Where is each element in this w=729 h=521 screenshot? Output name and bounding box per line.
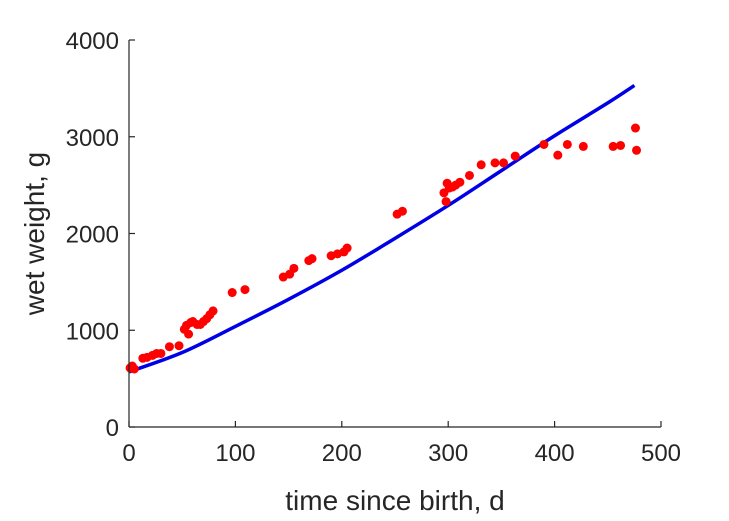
data-point bbox=[227, 288, 237, 298]
fit-curve bbox=[128, 84, 636, 374]
data-point bbox=[184, 329, 194, 339]
data-point bbox=[397, 206, 407, 216]
data-point bbox=[342, 243, 352, 253]
data-point bbox=[632, 145, 642, 155]
x-tick-label: 500 bbox=[641, 440, 681, 467]
plot-points bbox=[125, 123, 642, 374]
x-tick-label: 400 bbox=[535, 440, 575, 467]
data-point bbox=[441, 197, 451, 207]
y-tick-label: 1000 bbox=[66, 318, 119, 345]
data-point bbox=[616, 140, 626, 150]
y-tick-label: 4000 bbox=[66, 28, 119, 55]
data-point bbox=[174, 341, 184, 351]
data-point bbox=[510, 151, 520, 161]
data-point bbox=[562, 139, 572, 149]
data-point bbox=[578, 141, 588, 151]
y-tick-label: 2000 bbox=[66, 222, 119, 249]
y-tick-label: 3000 bbox=[66, 125, 119, 152]
x-tick-label: 100 bbox=[215, 440, 255, 467]
y-axis-label: wet weight, g bbox=[19, 152, 50, 316]
plot-lines bbox=[128, 84, 636, 374]
data-point bbox=[499, 158, 509, 168]
x-tick-label: 0 bbox=[122, 440, 135, 467]
data-point bbox=[307, 254, 317, 264]
x-tick-label: 300 bbox=[428, 440, 468, 467]
data-point bbox=[156, 348, 166, 358]
data-point bbox=[608, 141, 618, 151]
data-point bbox=[164, 342, 174, 352]
data-point bbox=[476, 160, 486, 170]
data-point bbox=[490, 158, 500, 168]
data-point bbox=[129, 364, 139, 374]
axes: 0 100 200 300 400 500 0 1000 2000 3000 4000 bbox=[66, 28, 681, 467]
data-point bbox=[455, 177, 465, 187]
data-point bbox=[464, 170, 474, 180]
x-tick-label: 200 bbox=[322, 440, 362, 467]
y-tick-label: 0 bbox=[106, 415, 119, 442]
data-point bbox=[208, 306, 218, 316]
data-point bbox=[630, 123, 640, 133]
data-point bbox=[553, 150, 563, 160]
data-point bbox=[539, 139, 549, 149]
data-point bbox=[240, 285, 250, 295]
data-point bbox=[289, 263, 299, 273]
x-axis-label: time since birth, d bbox=[285, 485, 504, 516]
